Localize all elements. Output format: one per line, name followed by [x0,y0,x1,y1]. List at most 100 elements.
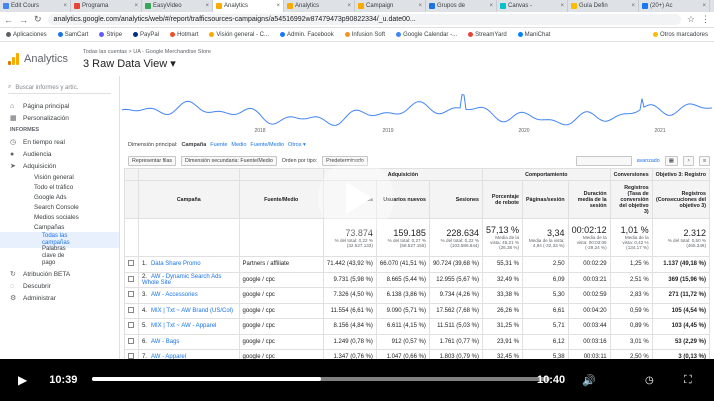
bar-view-icon[interactable]: ≡ [698,156,710,166]
bookmark-item[interactable]: StreamYard [468,32,507,38]
nav-all-traffic[interactable]: Todo el tráfico [0,182,119,192]
menu-icon[interactable]: ⋮ [701,14,710,24]
video-speed-label[interactable]: ◷ [645,374,654,386]
row-checkbox-cell[interactable] [124,318,139,335]
bookmark-item[interactable]: ManiChat [517,32,550,38]
campaign-link[interactable]: MIX | Txt ~ AW - Apparel [150,323,217,330]
campaign-link[interactable]: Data Share Promo [150,261,201,268]
nav-attribution[interactable]: ↻ Atribución BETA [0,268,119,280]
bookmark-item[interactable]: SamCart [57,32,88,38]
column-header[interactable]: Registros (Tasa de conversión del objeti… [609,180,653,219]
plot-rows-button[interactable]: Representar filas [128,156,177,166]
advanced-link[interactable]: avanzado [636,158,660,164]
browser-tab[interactable]: Programa × [71,0,142,12]
sort-type-select[interactable]: Predeterminado [322,156,368,166]
row-checkbox[interactable] [128,353,134,360]
close-tab-icon[interactable]: × [702,3,706,9]
dimension-option[interactable]: Otros ▾ [288,142,306,148]
row-checkbox-cell[interactable] [124,271,139,288]
close-tab-icon[interactable]: × [418,3,422,9]
column-header[interactable]: Campaña [137,180,240,219]
source-medium-cell[interactable]: google / cpc [238,318,324,335]
close-tab-icon[interactable]: × [489,3,493,9]
browser-tab[interactable]: Edit Cours × [0,0,71,12]
bookmark-item[interactable]: Stripe [99,32,122,38]
close-tab-icon[interactable]: × [347,3,351,9]
campaign-link[interactable]: AW - Dynamic Search Ads Whole Site [141,273,222,286]
nav-realtime[interactable]: ◷ En tiempo real [0,136,119,148]
dimension-option[interactable]: Fuente [210,142,228,148]
nav-discover[interactable]: ◌ Descubrir [0,280,119,292]
bookmark-item[interactable]: Infusion Soft [344,32,385,38]
row-checkbox[interactable] [128,306,134,313]
dimension-option[interactable]: Campaña [181,142,207,148]
campaign-link[interactable]: MIX | Txt ~ AW Brand (US/Col) [150,307,234,314]
close-tab-icon[interactable]: × [276,3,280,9]
sidebar-search[interactable]: ⌕ Buscar informes y artíc. [8,82,111,94]
bookmark-item[interactable]: Google Calendar -... [396,32,457,38]
column-header[interactable]: Páginas/sesión [522,180,569,219]
nav-google-ads[interactable]: Google Ads [0,192,119,202]
close-tab-icon[interactable]: × [631,3,635,9]
source-medium-cell[interactable]: google / cpc [238,287,324,304]
video-play-icon[interactable]: ▶ [18,373,28,387]
column-header[interactable]: Registros (Consecuciones del objetivo 3) [651,180,711,219]
source-medium-cell[interactable]: google / cpc [238,302,324,319]
row-checkbox-cell[interactable] [124,287,139,304]
nav-acquisition[interactable]: ➤ Adquisición [0,160,119,172]
campaign-link[interactable]: AW - Bags [150,338,180,345]
nav-custom[interactable]: ▦ Personalización [0,112,119,124]
column-header[interactable]: Porcentaje de rebote [481,180,524,219]
column-header[interactable]: Fuente/Medio [238,180,324,219]
bookmark-item[interactable]: Hotmart [170,32,198,38]
nav-overview[interactable]: Visión general [34,173,74,181]
browser-tab[interactable]: Analytics × [213,0,284,12]
column-header[interactable]: Sesiones [428,180,483,219]
nav-search-console[interactable]: Search Console [0,202,119,212]
source-medium-cell[interactable]: google / cpc [238,333,324,350]
account-path[interactable]: Todas las cuentas > UA - Google Merchand… [83,49,211,55]
video-progress-bar[interactable] [92,377,550,381]
row-checkbox[interactable] [128,322,134,329]
row-checkbox[interactable] [128,291,134,298]
video-volume-icon[interactable]: 🔊 [582,374,596,387]
bookmark-item[interactable]: PayPal [133,32,159,38]
dimension-option[interactable]: Fuente/Medio [250,142,285,148]
row-checkbox-cell[interactable] [124,256,139,273]
browser-tab[interactable]: Grupos de × [426,0,497,12]
dimension-option[interactable]: Medio [231,142,247,148]
nav-campaigns[interactable]: Campañas [0,222,119,232]
column-header[interactable]: Usuarios nuevos [375,180,430,219]
secondary-dimension-select[interactable]: Dimensión secundaria: Fuente/Medio [181,156,277,166]
column-header[interactable]: Duración media de la sesión [567,180,611,219]
nav-home[interactable]: ⌂ Página principal [0,100,119,112]
close-tab-icon[interactable]: × [134,3,138,9]
nav-audience[interactable]: ● Audiencia [0,148,119,160]
row-checkbox[interactable] [128,275,134,282]
video-play-button[interactable] [318,160,394,236]
nav-paid-keywords[interactable]: Palabras clave de pago [0,246,119,266]
bookmark-item[interactable]: Aplicaciones [6,32,47,38]
close-tab-icon[interactable]: × [560,3,564,9]
row-checkbox-cell[interactable] [124,302,139,319]
nav-social[interactable]: Medios sociales [0,212,119,222]
campaign-link[interactable]: AW - Apparel [150,354,187,361]
table-search-input[interactable] [575,156,632,166]
bookmark-item[interactable]: Otros marcadores [652,32,708,38]
table-view-icon[interactable]: ▦ [664,156,678,166]
back-icon[interactable]: ← [4,14,13,25]
bookmark-item[interactable]: Admin. Facebook [280,32,334,38]
browser-tab[interactable]: Campaign × [355,0,426,12]
nav-all-campaigns[interactable]: Todas las campañas [0,232,119,248]
browser-tab[interactable]: (20+) Ac × [639,0,710,12]
pie-view-icon[interactable]: ◔ [682,156,694,166]
reload-icon[interactable]: ↻ [34,14,42,24]
close-tab-icon[interactable]: × [63,3,67,9]
browser-tab[interactable]: Canvas - × [497,0,568,12]
close-tab-icon[interactable]: × [205,3,209,9]
forward-icon[interactable]: → [19,14,28,25]
row-checkbox[interactable] [128,260,134,267]
browser-tab[interactable]: EasyVideo × [142,0,213,12]
bookmark-item[interactable]: Visión general - C... [209,32,269,38]
browser-tab[interactable]: Guía Defin × [568,0,639,12]
